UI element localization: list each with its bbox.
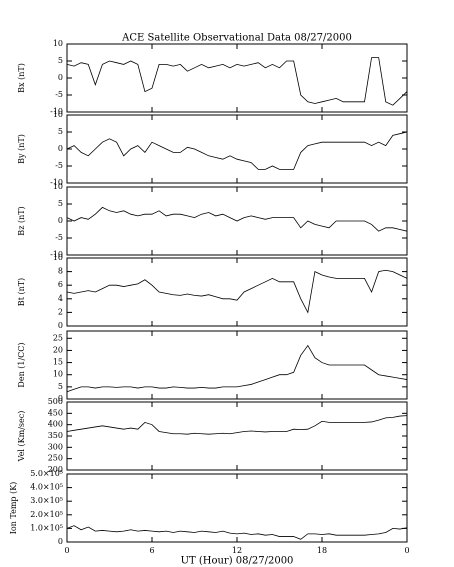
y-tick-label: -10	[50, 107, 63, 116]
y-tick-label: 0	[58, 216, 63, 225]
y-axis-label: Bz (nT)	[17, 206, 26, 235]
panel-frame	[66, 257, 408, 327]
y-tick-label: 20	[53, 345, 63, 354]
y-tick-label: 10	[53, 370, 63, 379]
y-tick-label: 0	[58, 144, 63, 153]
y-tick-label: 10	[53, 110, 63, 119]
x-tick-label: 12	[232, 546, 242, 555]
y-tick-label: 5	[58, 56, 63, 65]
y-tick-label: 300	[48, 442, 63, 451]
y-tick-label: 1.0×10⁵	[30, 523, 63, 532]
x-tick-label: 6	[149, 546, 154, 555]
y-tick-label: 5.0×10⁵	[30, 469, 63, 478]
y-tick-label: 0	[58, 73, 63, 82]
y-tick-label: 4.0×10⁵	[30, 483, 63, 492]
data-line	[66, 269, 408, 314]
y-tick-label: 450	[48, 408, 63, 417]
y-tick-label: -10	[50, 178, 63, 187]
y-tick-label: 15	[53, 358, 63, 367]
y-tick-label: 10	[53, 39, 63, 48]
y-tick-label: 3.0×10⁵	[30, 496, 63, 505]
data-line	[66, 344, 408, 393]
data-line	[66, 415, 408, 435]
y-tick-label: 2	[58, 307, 63, 316]
y-axis-label: Bt (nT)	[17, 278, 26, 306]
y-tick-label: 250	[48, 454, 63, 463]
y-tick-label: 6	[58, 280, 63, 289]
x-tick-label: 0	[64, 546, 69, 555]
data-line	[66, 525, 408, 540]
y-axis-label: Ion Temp (K)	[9, 482, 18, 535]
y-tick-label: -5	[55, 233, 63, 242]
panel-frame	[66, 401, 408, 471]
y-tick-label: 25	[53, 333, 63, 342]
chart-title: ACE Satellite Observational Data 08/27/2…	[121, 33, 352, 44]
y-tick-label: 5	[58, 382, 63, 391]
y-tick-label: 8	[58, 267, 63, 276]
y-tick-label: -5	[55, 161, 63, 170]
y-tick-label: 5	[58, 127, 63, 136]
y-tick-label: 10	[53, 253, 63, 262]
y-axis-label: By (nT)	[17, 134, 26, 164]
y-axis-label: Vel (Km/sec)	[17, 411, 26, 463]
data-line	[66, 206, 408, 232]
y-tick-label: 500	[48, 397, 63, 406]
y-axis-label: Bx (nT)	[17, 63, 26, 93]
data-line	[66, 57, 408, 106]
y-tick-label: 10	[53, 182, 63, 191]
y-tick-label: 400	[48, 420, 63, 429]
y-tick-label: 0	[58, 537, 63, 546]
y-tick-label: 350	[48, 431, 63, 440]
y-tick-label: 4	[58, 294, 63, 303]
y-tick-label: 5	[58, 199, 63, 208]
x-axis-label: UT (Hour) 08/27/2000	[181, 556, 294, 567]
y-tick-label: -5	[55, 90, 63, 99]
y-axis-label: Den (1/CC)	[17, 342, 26, 387]
x-tick-label: 18	[317, 546, 327, 555]
y-tick-label: 0	[58, 321, 63, 330]
y-tick-label: 200	[48, 465, 63, 474]
y-tick-label: 0	[58, 394, 63, 403]
y-tick-label: -10	[50, 250, 63, 259]
panel-frame	[66, 114, 408, 184]
x-tick-label: 0	[404, 546, 409, 555]
y-tick-label: 2.0×10⁵	[30, 510, 63, 519]
data-line	[66, 131, 408, 170]
